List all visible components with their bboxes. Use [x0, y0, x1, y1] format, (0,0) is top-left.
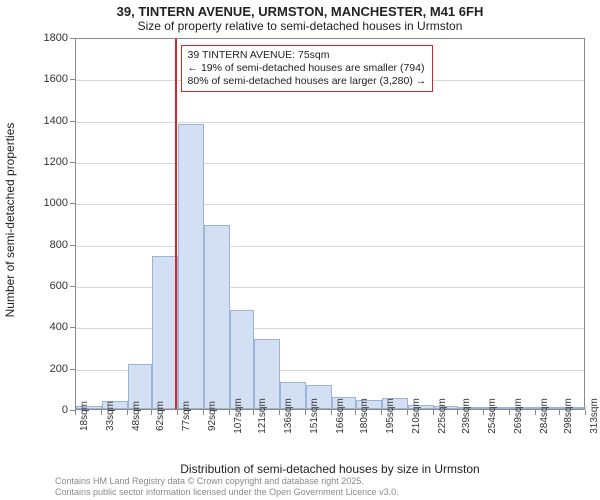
y-tick-mark — [70, 203, 75, 204]
x-tick-mark — [559, 410, 560, 415]
attribution-footer: Contains HM Land Registry data © Crown c… — [55, 476, 399, 498]
y-tick-label: 1000 — [28, 197, 68, 209]
y-tick-label: 1600 — [28, 73, 68, 85]
gridline — [76, 204, 584, 205]
x-tick-label: 225sqm — [437, 398, 448, 434]
histogram-bar — [178, 124, 204, 409]
footer-line-1: Contains HM Land Registry data © Crown c… — [55, 476, 399, 487]
y-axis-label: Number of semi-detached properties — [3, 123, 17, 318]
callout-line: 39 TINTERN AVENUE: 75sqm — [188, 49, 427, 62]
histogram-bar — [230, 310, 254, 409]
x-tick-mark — [331, 410, 332, 415]
callout-line: 80% of semi-detached houses are larger (… — [188, 75, 427, 88]
y-tick-label: 1400 — [28, 115, 68, 127]
x-tick-mark — [253, 410, 254, 415]
x-tick-label: 107sqm — [233, 398, 244, 434]
x-tick-mark — [355, 410, 356, 415]
chart-plot-area: 39 TINTERN AVENUE: 75sqm← 19% of semi-de… — [75, 38, 585, 410]
x-tick-label: 77sqm — [181, 401, 192, 431]
chart-title-block: 39, TINTERN AVENUE, URMSTON, MANCHESTER,… — [0, 0, 600, 33]
x-axis-label: Distribution of semi-detached houses by … — [75, 462, 585, 476]
y-tick-mark — [70, 286, 75, 287]
x-tick-mark — [381, 410, 382, 415]
x-tick-mark — [407, 410, 408, 415]
histogram-bar — [204, 225, 230, 409]
x-tick-label: 284sqm — [539, 398, 550, 434]
x-tick-label: 210sqm — [411, 398, 422, 434]
x-tick-mark — [585, 410, 586, 415]
callout-line: ← 19% of semi-detached houses are smalle… — [188, 62, 427, 75]
x-tick-label: 48sqm — [131, 401, 142, 431]
x-tick-label: 254sqm — [487, 398, 498, 434]
chart-title: 39, TINTERN AVENUE, URMSTON, MANCHESTER,… — [0, 4, 600, 19]
y-tick-mark — [70, 327, 75, 328]
y-tick-label: 400 — [28, 321, 68, 333]
callout-box: 39 TINTERN AVENUE: 75sqm← 19% of semi-de… — [181, 45, 434, 92]
x-tick-mark — [229, 410, 230, 415]
highlight-line — [175, 39, 177, 409]
x-tick-mark — [75, 410, 76, 415]
x-tick-label: 62sqm — [155, 401, 166, 431]
x-tick-label: 33sqm — [105, 401, 116, 431]
x-tick-mark — [151, 410, 152, 415]
x-tick-label: 298sqm — [563, 398, 574, 434]
y-tick-mark — [70, 162, 75, 163]
x-tick-label: 136sqm — [283, 398, 294, 434]
y-tick-label: 800 — [28, 239, 68, 251]
gridline — [76, 163, 584, 164]
y-tick-mark — [70, 245, 75, 246]
x-tick-mark — [457, 410, 458, 415]
x-tick-mark — [509, 410, 510, 415]
chart-subtitle: Size of property relative to semi-detach… — [0, 19, 600, 33]
x-tick-label: 18sqm — [79, 401, 90, 431]
footer-line-2: Contains public sector information licen… — [55, 487, 399, 498]
y-tick-label: 600 — [28, 280, 68, 292]
y-tick-label: 1200 — [28, 156, 68, 168]
y-tick-label: 0 — [28, 404, 68, 416]
x-tick-label: 269sqm — [513, 398, 524, 434]
x-tick-mark — [305, 410, 306, 415]
x-tick-label: 180sqm — [359, 398, 370, 434]
x-tick-mark — [203, 410, 204, 415]
y-tick-mark — [70, 369, 75, 370]
y-tick-label: 1800 — [28, 32, 68, 44]
x-tick-label: 313sqm — [589, 398, 600, 434]
x-tick-label: 121sqm — [257, 398, 268, 434]
x-tick-mark — [483, 410, 484, 415]
x-tick-label: 92sqm — [207, 401, 218, 431]
y-tick-mark — [70, 121, 75, 122]
x-tick-mark — [177, 410, 178, 415]
gridline — [76, 122, 584, 123]
x-tick-label: 195sqm — [385, 398, 396, 434]
y-tick-label: 200 — [28, 363, 68, 375]
x-tick-mark — [279, 410, 280, 415]
x-tick-mark — [433, 410, 434, 415]
x-tick-label: 166sqm — [335, 398, 346, 434]
x-tick-mark — [127, 410, 128, 415]
gridline — [76, 246, 584, 247]
x-tick-label: 151sqm — [309, 398, 320, 434]
y-tick-mark — [70, 38, 75, 39]
x-tick-mark — [101, 410, 102, 415]
x-tick-label: 239sqm — [461, 398, 472, 434]
x-tick-mark — [535, 410, 536, 415]
y-tick-mark — [70, 79, 75, 80]
